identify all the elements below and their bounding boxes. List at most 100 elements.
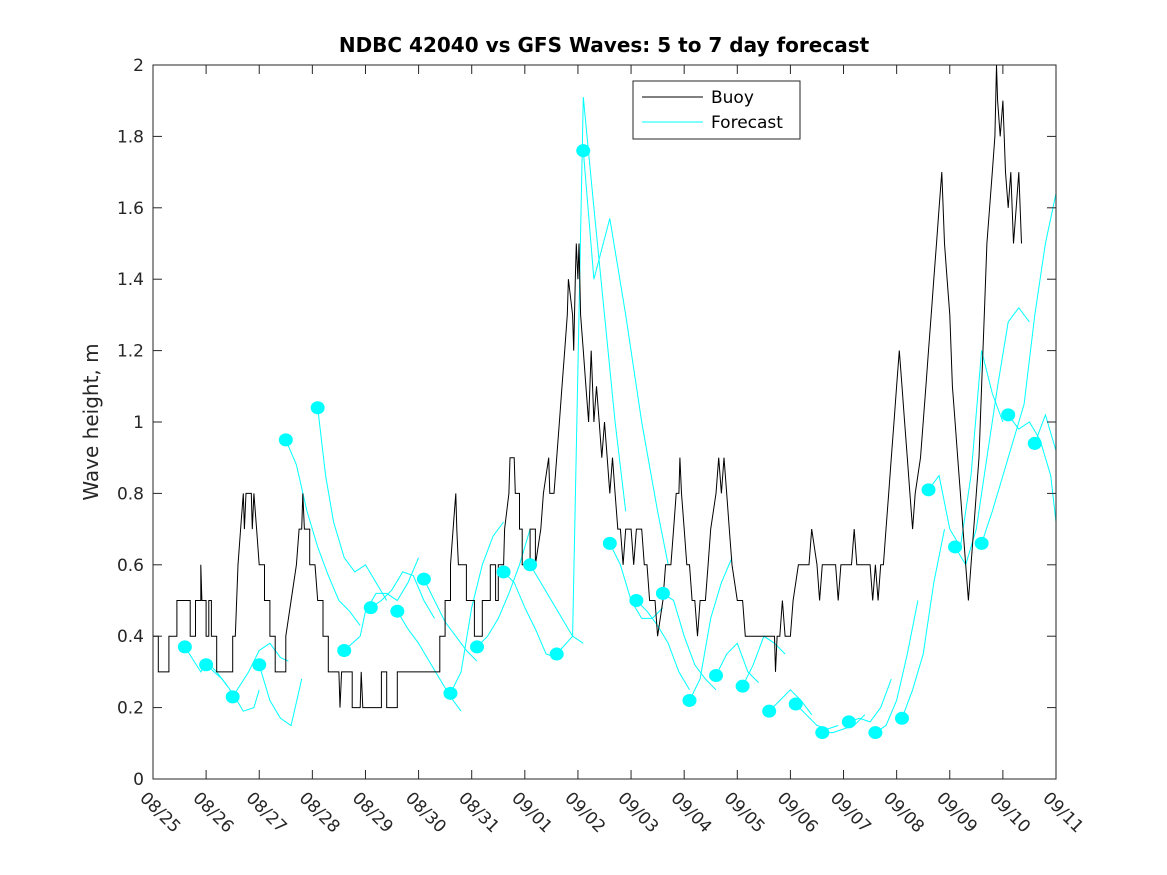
forecast-line	[476, 528, 531, 648]
forecast-marker	[390, 604, 405, 618]
forecast-line	[742, 635, 786, 687]
y-tick-label: 0.4	[117, 627, 144, 647]
forecast-line	[205, 664, 260, 712]
x-tick-label: 09/09	[932, 788, 981, 837]
forecast-line	[609, 543, 664, 619]
legend-box	[632, 80, 801, 140]
forecast-marker	[762, 704, 777, 718]
forecast-marker	[416, 572, 431, 586]
x-tick-label: 09/02	[560, 788, 609, 837]
forecast-marker	[199, 658, 214, 672]
x-tick-label: 09/04	[667, 788, 716, 837]
forecast-marker	[363, 601, 378, 615]
y-tick-label: 0	[133, 770, 144, 790]
x-tick-label: 09/05	[720, 788, 769, 837]
forecast-line	[503, 571, 557, 659]
forecast-marker	[523, 558, 538, 572]
x-tick-label: 09/03	[614, 788, 663, 837]
buoy-line	[153, 64, 1022, 709]
y-tick-label: 0.8	[117, 484, 144, 504]
forecast-line	[822, 714, 866, 734]
forecast-line	[715, 642, 759, 683]
chart-title: NDBC 42040 vs GFS Waves: 5 to 7 day fore…	[339, 33, 870, 57]
y-tick-label: 1.8	[117, 127, 144, 147]
y-tick-label: 0.2	[117, 699, 144, 719]
y-axis-label: Wave height, m	[79, 343, 103, 500]
x-tick-label: 08/25	[135, 788, 184, 837]
forecast-marker	[841, 715, 856, 729]
y-tick-label: 1.2	[117, 342, 144, 362]
forecast-marker	[225, 690, 240, 704]
x-tick-label: 08/29	[348, 788, 397, 837]
plot-area	[153, 64, 1057, 740]
forecast-line	[450, 521, 505, 694]
forecast-line	[1007, 414, 1057, 523]
forecast-marker	[1027, 436, 1042, 450]
forecast-marker	[815, 726, 830, 740]
forecast-line	[370, 571, 435, 619]
forecast-marker	[709, 668, 724, 682]
forecast-marker	[682, 693, 697, 707]
forecast-line	[689, 557, 733, 701]
x-tick-label: 09/01	[507, 788, 556, 837]
forecast-line	[981, 193, 1057, 544]
y-tick-label: 0.6	[117, 556, 144, 576]
forecast-marker	[443, 686, 458, 700]
x-tick-label: 09/08	[879, 788, 928, 837]
legend-buoy-label: Buoy	[711, 88, 754, 108]
y-axis: 0 0.2 0.4 0.6 0.8 1 1.2 1.4 1.6 1.8 2	[117, 56, 1056, 790]
x-tick-label: 08/28	[295, 788, 344, 837]
x-tick-label: 08/30	[401, 788, 450, 837]
forecast-line	[582, 150, 669, 565]
x-tick-label: 08/27	[242, 788, 291, 837]
forecast-marker	[576, 144, 591, 158]
forecast-marker	[948, 540, 963, 554]
legend-forecast-label: Forecast	[711, 113, 783, 133]
forecast-marker	[470, 640, 485, 654]
x-tick-label: 09/11	[1038, 788, 1087, 837]
forecast-line	[768, 689, 813, 716]
y-tick-label: 1	[133, 413, 144, 433]
forecast-line	[662, 592, 717, 691]
forecast-line	[928, 350, 1004, 549]
x-tick-label: 09/10	[985, 788, 1034, 837]
forecast-marker	[310, 401, 325, 415]
forecast-marker	[252, 658, 267, 672]
y-tick-label: 2	[133, 56, 144, 76]
forecast-line	[848, 678, 892, 723]
forecast-line	[901, 529, 945, 719]
y-tick-label: 1.4	[117, 270, 144, 290]
forecast-line	[556, 97, 627, 655]
forecast-marker	[735, 679, 750, 693]
forecast-line	[285, 439, 361, 626]
x-tick-label: 08/31	[454, 788, 503, 837]
forecast-line	[529, 564, 584, 644]
forecast-marker	[974, 536, 989, 550]
legend: Buoy Forecast	[632, 80, 801, 140]
forecast-marker	[549, 647, 564, 661]
forecast-line	[795, 703, 839, 730]
forecast-marker	[1001, 408, 1016, 422]
forecast-marker	[894, 711, 909, 725]
forecast-line	[343, 557, 420, 651]
forecast-line	[954, 306, 1030, 567]
forecast-marker	[602, 536, 617, 550]
forecast-marker	[655, 586, 670, 600]
forecast-marker	[278, 433, 293, 447]
forecast-marker	[177, 640, 192, 654]
forecast-marker	[496, 565, 511, 579]
forecast-line	[317, 407, 388, 601]
forecast-line	[423, 578, 478, 662]
x-tick-label: 08/26	[189, 788, 238, 837]
x-tick-label: 09/06	[773, 788, 822, 837]
forecast-line	[875, 600, 919, 734]
forecast-marker	[337, 643, 352, 657]
forecast-marker	[921, 483, 936, 497]
forecast-marker	[788, 697, 803, 711]
x-tick-label: 09/07	[826, 788, 875, 837]
forecast-line	[258, 664, 303, 727]
forecast-marker	[868, 726, 883, 740]
x-axis: 08/25 08/26 08/27 08/28 08/29 08/30 08/31 09/01…	[135, 65, 1087, 837]
forecast-line	[1034, 413, 1057, 451]
